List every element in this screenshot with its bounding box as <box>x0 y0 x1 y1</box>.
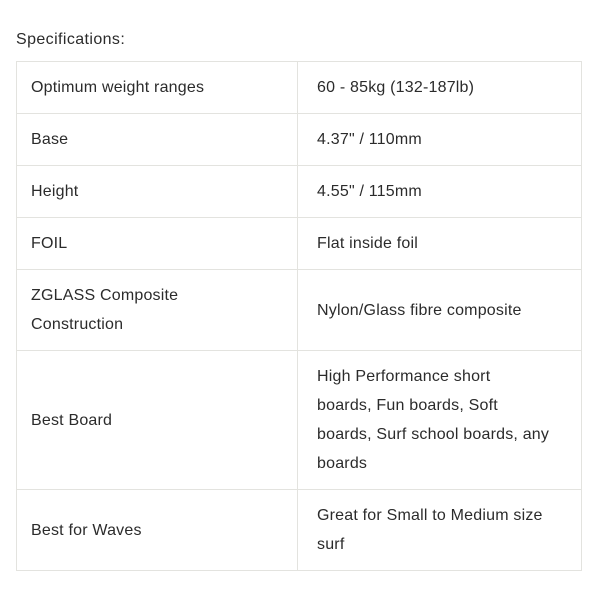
spec-label: ZGLASS Composite Construction <box>16 269 298 351</box>
specifications-heading: Specifications: <box>16 31 126 48</box>
spec-value: Great for Small to Medium size surf <box>297 489 582 571</box>
table-row-best-for-waves: Best for Waves Great for Small to Medium… <box>16 489 582 571</box>
spec-label: Height <box>16 165 298 218</box>
table-row-foil: FOIL Flat inside foil <box>16 217 582 270</box>
spec-value: 60 - 85kg (132-187lb) <box>297 61 582 114</box>
spec-value: 4.37" / 110mm <box>297 113 582 166</box>
table-row-best-board: Best Board High Performance short boards… <box>16 350 582 490</box>
spec-value: Nylon/Glass fibre composite <box>297 269 582 351</box>
spec-label: Best for Waves <box>16 489 298 571</box>
specifications-section: Specifications: Optimum weight ranges 60… <box>16 31 582 571</box>
spec-value: Flat inside foil <box>297 217 582 270</box>
specifications-table: Optimum weight ranges 60 - 85kg (132-187… <box>16 61 582 571</box>
spec-value: 4.55" / 115mm <box>297 165 582 218</box>
spec-label: Best Board <box>16 350 298 490</box>
table-row-base: Base 4.37" / 110mm <box>16 113 582 166</box>
spec-value: High Performance short boards, Fun board… <box>297 350 582 490</box>
table-row-height: Height 4.55" / 115mm <box>16 165 582 218</box>
spec-label: FOIL <box>16 217 298 270</box>
table-row-zglass-construction: ZGLASS Composite Construction Nylon/Glas… <box>16 269 582 351</box>
spec-label: Base <box>16 113 298 166</box>
spec-label: Optimum weight ranges <box>16 61 298 114</box>
table-row-optimum-weight: Optimum weight ranges 60 - 85kg (132-187… <box>16 61 582 114</box>
